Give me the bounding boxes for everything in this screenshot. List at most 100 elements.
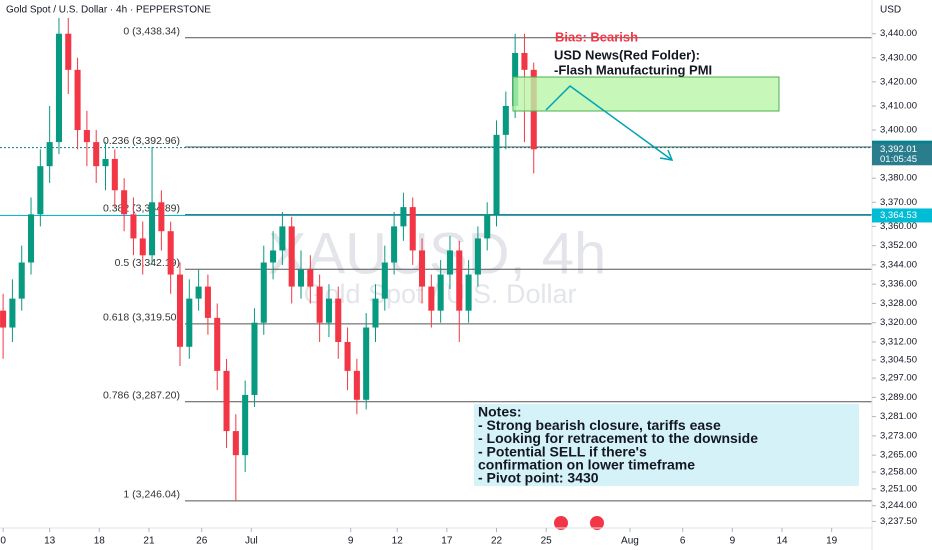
y-tick-label: 3,400.00 xyxy=(880,125,917,136)
candle-body xyxy=(111,158,118,191)
candle-body xyxy=(502,105,509,135)
candle-body xyxy=(9,298,16,328)
header-bg xyxy=(0,0,300,18)
x-tick-label: 21 xyxy=(143,536,155,547)
y-tick-label: 3,265.00 xyxy=(880,450,917,461)
fib-label: 0.5 (3,342.19) xyxy=(115,257,180,269)
fib-label: 1 (3,246.04) xyxy=(123,489,180,501)
candle-body xyxy=(139,238,146,256)
fib-label: 0.618 (3,319.50) xyxy=(103,312,180,324)
candle-body xyxy=(279,226,286,251)
candle-body xyxy=(102,158,109,167)
candle-body xyxy=(465,274,472,311)
candle-body xyxy=(288,226,295,287)
note-line: - Potential SELL if there's xyxy=(478,443,647,459)
watermark: XAUUSD, 4h Gold Spot / U.S. Dollar xyxy=(268,221,606,309)
x-tick-label: Jul xyxy=(245,536,258,547)
y-tick-label: 3,430.00 xyxy=(880,52,917,63)
note-line: Notes: xyxy=(478,404,522,420)
candle-body xyxy=(484,214,491,239)
candle-body xyxy=(176,274,184,347)
x-tick-label: Aug xyxy=(621,536,639,547)
note-line: - Pivot point: 3430 xyxy=(478,470,599,486)
candle-body xyxy=(195,286,202,299)
price-box xyxy=(872,208,932,223)
y-tick-label: 3,297.00 xyxy=(880,373,917,384)
x-tick-label: 12 xyxy=(392,536,404,547)
y-tick-label: 3,370.00 xyxy=(880,197,917,208)
candle-body xyxy=(307,269,314,287)
x-tick-label: 0 xyxy=(0,536,6,547)
candle-body xyxy=(446,250,453,275)
candle-body xyxy=(223,370,230,432)
candle-body xyxy=(83,130,90,143)
candle-body xyxy=(437,274,444,311)
notes: Notes:- Strong bearish closure, tariffs … xyxy=(478,404,758,486)
fib-label: 0.236 (3,392.96) xyxy=(103,135,180,147)
candle-body xyxy=(65,33,72,70)
note-line: - Looking for retracement to the downsid… xyxy=(478,430,758,446)
note-line: confirmation on lower timeframe xyxy=(478,457,695,473)
candle-body xyxy=(353,370,360,400)
y-tick-label: 3,336.00 xyxy=(880,279,917,290)
x-tick-label: 9 xyxy=(730,536,736,547)
candle-body xyxy=(325,298,332,323)
candle-body xyxy=(372,298,379,328)
fib-label: 0.786 (3,287.20) xyxy=(103,389,180,401)
candle-body xyxy=(158,202,165,232)
candle-body xyxy=(121,190,128,215)
x-tick-label: 6 xyxy=(680,536,686,547)
arrow-head xyxy=(659,149,674,161)
candle-body xyxy=(400,207,407,227)
note-line: - Strong bearish closure, tariffs ease xyxy=(478,417,721,433)
y-tick-label: 3,352.00 xyxy=(880,240,917,251)
candle-body xyxy=(232,431,239,456)
x-tick-label: 9 xyxy=(348,536,354,547)
y-tick-label: 3,440.00 xyxy=(880,28,917,39)
y-tick-label: 3,360.00 xyxy=(880,221,917,232)
x-tick-label: 14 xyxy=(776,536,788,547)
y-tick-label: 3,244.00 xyxy=(880,500,917,511)
y-tick-label: 3,281.00 xyxy=(880,411,917,422)
candles xyxy=(0,4,537,501)
candle-body xyxy=(55,33,62,143)
candle-body xyxy=(46,142,53,167)
candle-body xyxy=(251,322,258,395)
bias-text: Bias: Bearish xyxy=(555,29,638,44)
y-tick-label: 3,344.00 xyxy=(880,259,917,270)
candle-body xyxy=(316,286,323,323)
y-tick-label: 3,312.00 xyxy=(880,336,917,347)
candle-body xyxy=(297,269,305,287)
y-tick-label: 3,380.00 xyxy=(880,173,917,184)
candle-body xyxy=(381,262,388,299)
axes: 3,440.00 3,430.00 3,420.00 3,410.00 3,400.00… xyxy=(0,28,932,547)
candle-body xyxy=(167,231,174,275)
candle-body xyxy=(0,310,7,328)
event-icon xyxy=(554,516,568,530)
candle-body xyxy=(242,394,249,456)
candle-body xyxy=(37,166,44,215)
watermark-title: XAUUSD, 4h xyxy=(268,221,606,286)
candle-body xyxy=(474,238,481,275)
x-tick-label: 25 xyxy=(541,536,553,547)
y-axis-label: USD xyxy=(880,5,901,16)
last-price-box xyxy=(872,143,932,166)
news-title: USD News(Red Folder): xyxy=(554,47,700,62)
candle-body xyxy=(18,262,25,299)
candle-body xyxy=(391,226,398,263)
y-tick-label: 3,420.00 xyxy=(880,76,917,87)
candle-body xyxy=(149,202,156,256)
candle-body xyxy=(74,69,81,131)
candle-body xyxy=(28,214,35,263)
y-tick-label: 3,258.00 xyxy=(880,467,917,478)
candle-body xyxy=(419,250,426,287)
x-tick-label: 18 xyxy=(94,536,106,547)
price-box-label: 3,364.53 xyxy=(880,210,917,221)
candle-body xyxy=(409,207,416,251)
candle-body xyxy=(344,341,351,371)
y-tick-label: 3,304.50 xyxy=(880,355,917,366)
candle-body xyxy=(214,317,221,371)
x-tick-label: 13 xyxy=(44,536,56,547)
y-tick-label: 3,410.00 xyxy=(880,100,917,111)
